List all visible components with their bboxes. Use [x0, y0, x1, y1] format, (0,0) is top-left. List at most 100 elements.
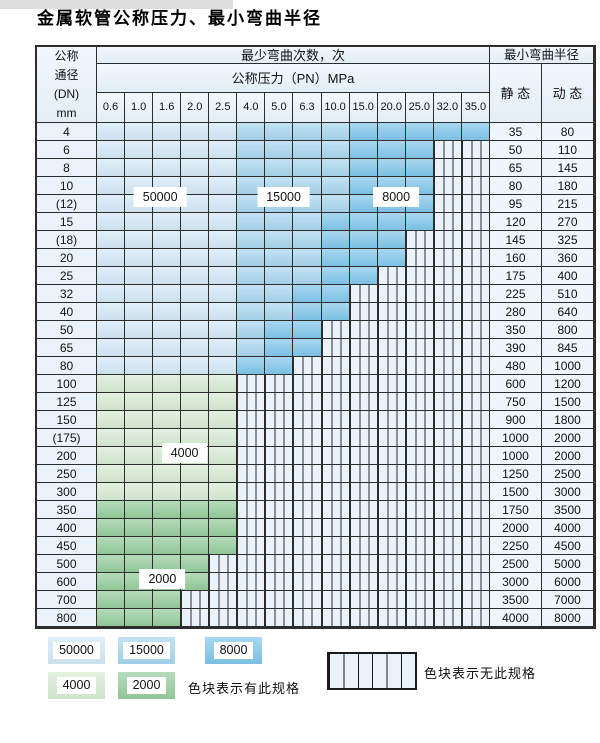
spec-cell-4000 [97, 429, 126, 447]
spec-cell-4000 [125, 375, 154, 393]
no-spec-cell [433, 267, 462, 285]
spec-cell-15000 [321, 123, 350, 141]
spec-cell-50000 [181, 123, 210, 141]
spec-cell-4000 [209, 447, 238, 465]
dn-cell: 20 [37, 249, 97, 267]
legend-swatch-2000: 2000 [118, 672, 175, 699]
dynamic-radius-cell: 180 [541, 177, 594, 195]
header-bend-times: 最少弯曲次数，次 [97, 47, 490, 64]
spec-cell-15000 [321, 141, 350, 159]
no-spec-cell [237, 411, 266, 429]
spec-cell-50000 [209, 213, 238, 231]
spec-cell-15000 [293, 249, 322, 267]
no-spec-cell [461, 537, 490, 555]
spec-cell-15000 [237, 231, 266, 249]
spec-cell-4000 [153, 393, 182, 411]
no-spec-cell [377, 519, 406, 537]
spec-cell-4000 [125, 465, 154, 483]
legend-swatch-value: 8000 [213, 642, 254, 659]
no-spec-cell [349, 339, 378, 357]
legend-swatch-value: 2000 [126, 677, 167, 694]
spec-cell-50000 [181, 141, 210, 159]
spec-cell-2000 [153, 537, 182, 555]
no-spec-cell [237, 609, 266, 627]
static-radius-cell: 120 [489, 213, 542, 231]
no-spec-cell [321, 447, 350, 465]
no-spec-cell [461, 321, 490, 339]
static-radius-cell: 1500 [489, 483, 542, 501]
no-spec-cell [237, 537, 266, 555]
dn-cell: (175) [37, 429, 97, 447]
spec-cell-50000 [209, 195, 238, 213]
no-spec-cell [181, 591, 210, 609]
dn-cell: 250 [37, 465, 97, 483]
no-spec-cell [377, 429, 406, 447]
dynamic-radius-cell: 6000 [541, 573, 594, 591]
no-spec-cell [321, 357, 350, 375]
no-spec-cell [237, 483, 266, 501]
spec-cell-15000 [293, 159, 322, 177]
spec-cell-50000 [97, 213, 126, 231]
no-spec-cell [405, 339, 434, 357]
zone-label-4000: 4000 [161, 442, 208, 463]
no-spec-cell [377, 483, 406, 501]
spec-cell-15000 [237, 303, 266, 321]
dn-cell: 400 [37, 519, 97, 537]
spec-cell-4000 [97, 465, 126, 483]
static-radius-cell: 4000 [489, 609, 542, 627]
no-spec-cell [461, 357, 490, 375]
no-spec-cell [461, 195, 490, 213]
dn-cell: 6 [37, 141, 97, 159]
no-spec-cell [433, 177, 462, 195]
dynamic-radius-cell: 7000 [541, 591, 594, 609]
spec-cell-50000 [209, 177, 238, 195]
spec-cell-4000 [181, 375, 210, 393]
no-spec-cell [321, 501, 350, 519]
dynamic-radius-cell: 215 [541, 195, 594, 213]
no-spec-cell [377, 537, 406, 555]
no-spec-cell [237, 555, 266, 573]
spec-cell-8000 [377, 231, 406, 249]
spec-cell-2000 [97, 591, 126, 609]
pressure-bend-table: 公称 通径 (DN) mm 最少弯曲次数，次 最小弯曲半径 公称压力（PN）MP… [35, 45, 596, 629]
spec-cell-4000 [209, 393, 238, 411]
spec-cell-8000 [349, 249, 378, 267]
dynamic-radius-cell: 110 [541, 141, 594, 159]
spec-cell-8000 [405, 123, 434, 141]
no-spec-cell [265, 609, 294, 627]
spec-cell-2000 [153, 501, 182, 519]
dn-cell: 100 [37, 375, 97, 393]
spec-cell-50000 [153, 231, 182, 249]
no-spec-cell [461, 339, 490, 357]
spec-cell-8000 [349, 123, 378, 141]
no-spec-cell [405, 393, 434, 411]
spec-cell-15000 [237, 213, 266, 231]
no-spec-cell [377, 573, 406, 591]
no-spec-cell [265, 537, 294, 555]
no-spec-cell [461, 573, 490, 591]
pressure-tick: 5.0 [265, 93, 294, 123]
no-spec-cell [433, 213, 462, 231]
spec-cell-50000 [97, 231, 126, 249]
spec-cell-15000 [237, 249, 266, 267]
dynamic-radius-cell: 510 [541, 285, 594, 303]
no-spec-cell [433, 141, 462, 159]
spec-cell-8000 [321, 267, 350, 285]
spec-cell-8000 [433, 123, 462, 141]
no-spec-cell [349, 321, 378, 339]
no-spec-cell [349, 537, 378, 555]
spec-cell-50000 [125, 267, 154, 285]
spec-cell-2000 [209, 519, 238, 537]
dn-cell: 8 [37, 159, 97, 177]
dynamic-radius-cell: 270 [541, 213, 594, 231]
no-spec-cell [461, 267, 490, 285]
no-spec-cell [405, 501, 434, 519]
no-spec-cell [377, 465, 406, 483]
spec-cell-8000 [321, 303, 350, 321]
spec-cell-50000 [97, 321, 126, 339]
spec-cell-50000 [209, 231, 238, 249]
no-spec-cell [349, 303, 378, 321]
spec-cell-50000 [153, 123, 182, 141]
header-min-bend-radius: 最小弯曲半径 [489, 47, 594, 64]
